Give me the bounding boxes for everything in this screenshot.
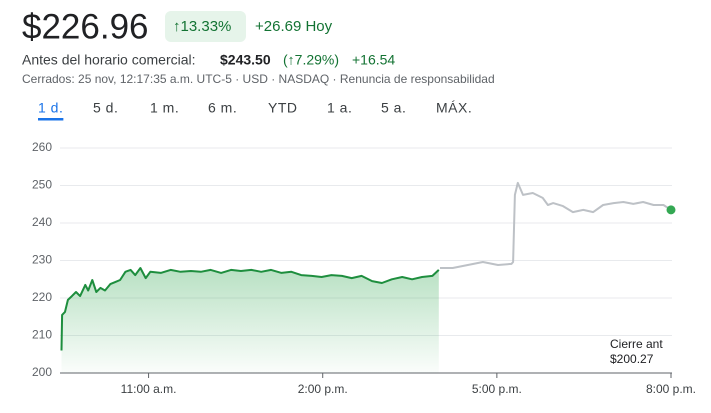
change-badge [165,11,246,42]
premarket-pct: (↑7.29%) [283,52,339,68]
range-tab[interactable]: 1 d. [38,100,63,116]
y-tick-label: 260 [32,140,52,154]
range-tab[interactable]: 1 a. [327,100,352,116]
chart: 200 210 220 230 240 250 260 11:00 a.m. 2:00 p.m.… [32,140,696,396]
area [61,268,439,373]
change-abs: +26.69 Hoy [255,18,333,35]
y-tick-label: 200 [32,365,52,379]
premarket-price: $243.50 [220,52,271,68]
price-line [60,267,440,351]
range-tab[interactable]: YTD [268,100,298,116]
x-tick-label: 2:00 p.m. [298,382,348,396]
tab-underline [38,118,64,121]
x-tick-label: 5:00 p.m. [472,382,522,396]
y-tick-label: 210 [32,328,52,342]
y-tick-label: 250 [32,178,52,192]
y-tick-label: 230 [32,253,52,267]
range-tab[interactable]: 5 d. [93,100,118,116]
y-tick-label: 220 [32,290,52,304]
x-tick-label: 8:00 p.m. [646,382,696,396]
range-tab[interactable]: 1 m. [150,100,179,116]
range-tab[interactable]: 6 m. [208,100,237,116]
range-tab[interactable]: 5 a. [381,100,406,116]
price-line [440,181,672,269]
prev-close-value: $200.27 [610,352,654,366]
y-tick-label: 240 [32,215,52,229]
range-tabs: 1 d. 5 d. 1 m. 6 m. YTD 1 a. 5 a. MÁX. [38,100,472,121]
change-pct: ↑13.33% [173,18,231,35]
prev-close-label: Cierre ant [610,337,663,351]
premarket-abs: +16.54 [352,52,395,68]
range-tab[interactable]: MÁX. [436,100,472,116]
x-tick-label: 11:00 a.m. [121,382,177,396]
premarket-label: Antes del horario comercial: [22,52,196,68]
price: $226.96 [22,7,149,46]
status: Cerrados: 25 nov, 12:17:35 a.m. UTC-5 · … [22,72,495,86]
last-point [666,205,676,215]
